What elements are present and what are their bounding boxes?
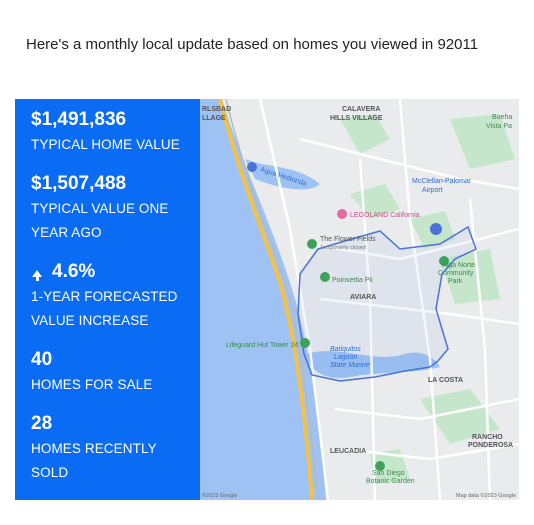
- ocean: [200, 99, 326, 500]
- airport-icon: [430, 223, 442, 235]
- stat-value: 4.6%: [52, 261, 96, 282]
- park-area: [340, 114, 390, 154]
- map-label-aviara: AVIARA: [350, 294, 376, 301]
- map-labels: RLSBAD LLAGE CALAVERA HILLS VILLAGE Bueha V…: [202, 106, 516, 499]
- intro-text: Here's a monthly local update based on h…: [26, 36, 479, 53]
- stat-label: HOMES FOR SALE: [31, 377, 153, 392]
- stat-label: TYPICAL HOME VALUE: [31, 137, 180, 152]
- highway-i5: [218, 99, 314, 500]
- poi-pin: [300, 338, 310, 348]
- map-label-botanic: San Diego Botanic Garden: [366, 470, 415, 485]
- stat-value-one-year-ago: $1,507,488 TYPICAL VALUE ONE YEAR AGO: [31, 171, 200, 245]
- park-area: [450, 114, 515, 169]
- map-label-legoland: LEGOLAND California: [350, 212, 420, 219]
- arrow-up-icon: [32, 269, 42, 281]
- park-area: [370, 449, 410, 484]
- map-label-leucadia: LEUCADIA: [330, 448, 366, 455]
- stat-value-row: 4.6%: [31, 259, 200, 285]
- map-label-rancho: RANCHO PONDEROSA: [468, 434, 513, 449]
- map-label-la-costa: LA COSTA: [428, 377, 463, 384]
- poi-pin: [307, 239, 317, 249]
- agua-hedionda-lagoon: [245, 159, 320, 190]
- stat-typical-home-value: $1,491,836 TYPICAL HOME VALUE: [31, 107, 200, 157]
- area-map[interactable]: RLSBAD LLAGE CALAVERA HILLS VILLAGE Bueha V…: [200, 99, 519, 500]
- stat-value: $1,491,836: [31, 109, 127, 130]
- poi-pin: [337, 209, 347, 219]
- stat-value: $1,507,488: [31, 173, 127, 194]
- stats-panel: $1,491,836 TYPICAL HOME VALUE $1,507,488…: [15, 99, 200, 500]
- poi-pin: [439, 256, 449, 266]
- map-label-batiquitos: Batiquitos Lagoon State Marine: [330, 346, 370, 369]
- stat-value: 40: [31, 349, 53, 370]
- stat-label: 1-YEAR FORECASTED VALUE INCREASE: [31, 289, 178, 328]
- zip-boundary: [297, 225, 477, 382]
- map-label-flower-fields-sub: Temporarily closed: [320, 245, 366, 251]
- stat-forecast: 4.6% 1-YEAR FORECASTED VALUE INCREASE: [31, 259, 200, 333]
- rail-line: [225, 99, 319, 500]
- stat-label: HOMES RECENTLY SOLD: [31, 441, 157, 480]
- stat-homes-for-sale: 40 HOMES FOR SALE: [31, 347, 200, 397]
- stat-label: TYPICAL VALUE ONE YEAR AGO: [31, 201, 169, 240]
- map-label-calavera: CALAVERA HILLS VILLAGE: [330, 106, 383, 122]
- map-label-lifeguard: Lifeguard Hut Tower 24: [226, 342, 298, 349]
- map-label-alga-norte: Alga Norte Community Park: [438, 262, 475, 285]
- map-graphic: RLSBAD LLAGE CALAVERA HILLS VILLAGE Bueha V…: [200, 99, 519, 500]
- poi-pin: [375, 461, 385, 471]
- map-label-airport: McClellan-Palomar Airport: [412, 178, 472, 194]
- stat-value: 28: [31, 413, 53, 434]
- map-label-carlsbad: RLSBAD LLAGE: [202, 106, 231, 122]
- poi-pin: [320, 272, 330, 282]
- map-label-flower-fields: The Flower Fields: [320, 236, 376, 243]
- map-copyright: ©2023 Google: [202, 492, 238, 499]
- poi-pin: [247, 162, 257, 172]
- map-label-buena-vista: Bueha Vista Pa: [486, 114, 512, 130]
- update-card: $1,491,836 TYPICAL HOME VALUE $1,507,488…: [15, 99, 519, 500]
- map-label-poinsettia: Poinsettia Pk: [332, 277, 373, 284]
- map-data-attribution: Map data ©2023 Google: [456, 492, 516, 499]
- park-area: [420, 389, 500, 444]
- park-area: [440, 249, 500, 304]
- stat-homes-recently-sold: 28 HOMES RECENTLY SOLD: [31, 411, 200, 485]
